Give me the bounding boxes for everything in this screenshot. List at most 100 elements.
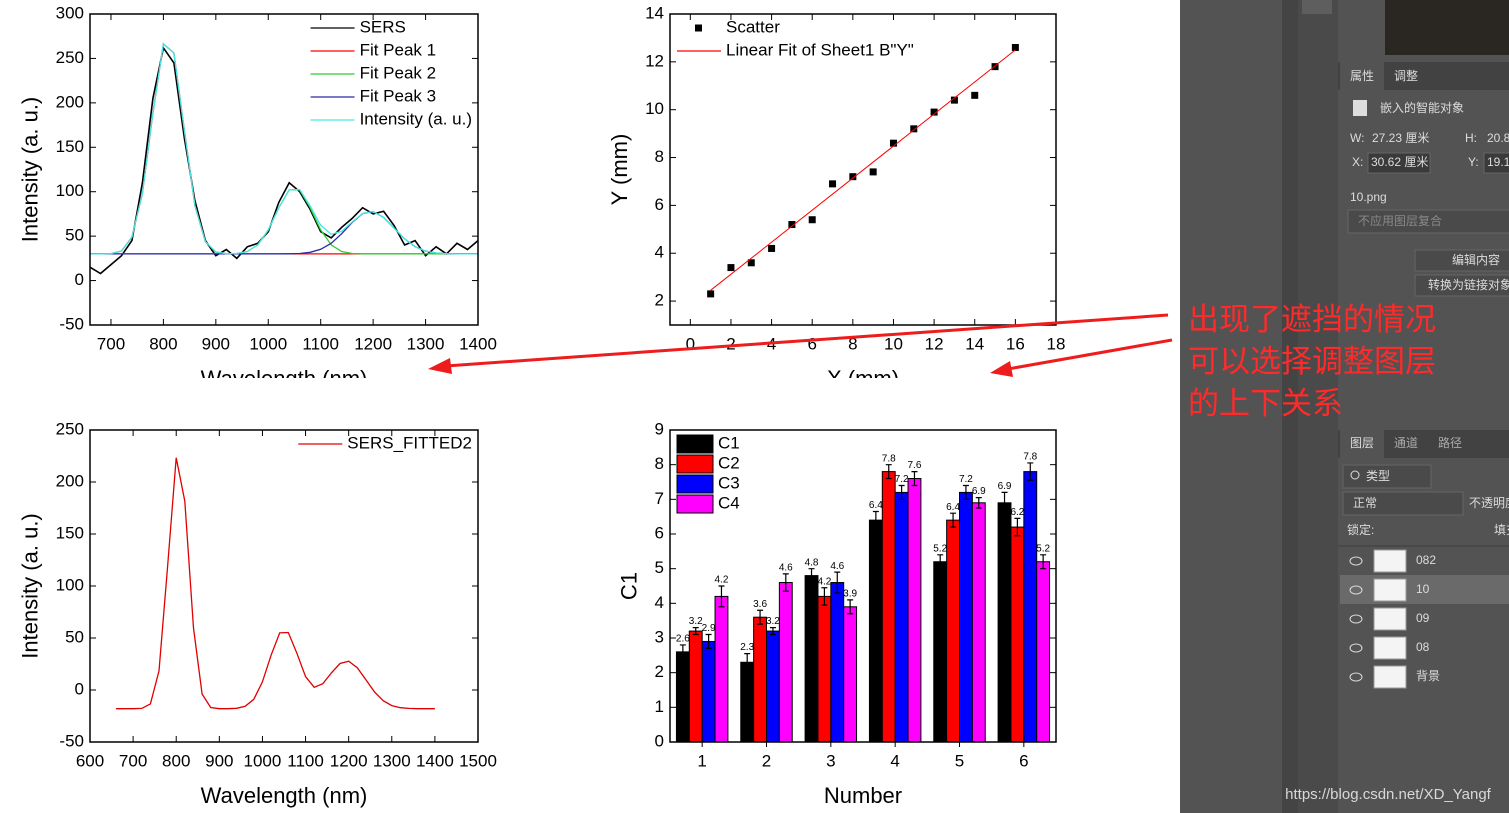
tool-icon[interactable]	[1302, 0, 1332, 14]
layer-list: 082 10 09 08 背景	[1349, 549, 1440, 689]
legend-label: SERS_FITTED2	[347, 433, 472, 452]
x-tick-label: 800	[162, 751, 190, 770]
value-label: 3.9	[843, 589, 857, 600]
comp-dropdown[interactable]	[1347, 209, 1509, 234]
value-label: 7.2	[959, 474, 973, 485]
eye-icon[interactable]	[1349, 585, 1363, 595]
y-tick-label: 6	[655, 523, 664, 542]
comp: 不应用图层复合	[1358, 213, 1442, 228]
tab[interactable]: 路径	[1438, 435, 1462, 450]
y-axis-label: C1	[616, 572, 641, 600]
value-label: 5.2	[933, 543, 947, 554]
fill[interactable]: 填充	[1494, 522, 1509, 537]
eye-icon[interactable]	[1349, 556, 1363, 566]
error-bar	[911, 471, 918, 487]
y-axis-label: Intensity (a. u.)	[17, 97, 42, 243]
error-bar	[705, 633, 712, 649]
h-value[interactable]: 20.8	[1487, 131, 1509, 145]
legend-label: Fit Peak 3	[360, 86, 437, 105]
chart: 0 1 2 3 4 5 6 7 8 9 1 2 3 4 5 6 Number C1 2.6 2.3 4.8 6.4 5.2 6…	[616, 419, 1057, 808]
line-series	[89, 45, 479, 275]
tab-active	[1340, 62, 1384, 90]
value-label: 2.3	[740, 642, 754, 653]
bar	[907, 478, 922, 743]
scatter-point	[788, 221, 796, 229]
legend-label: C2	[718, 453, 740, 472]
error-bar	[821, 587, 828, 606]
x-tick-label: 3	[826, 751, 835, 770]
y-tick-label: 100	[56, 575, 84, 594]
x-tick-label: 0	[686, 334, 695, 353]
button[interactable]	[1414, 249, 1509, 272]
scatter-point	[808, 216, 816, 224]
legend-label: Scatter	[726, 17, 780, 36]
tab[interactable]: 属性	[1350, 69, 1374, 83]
eye-icon[interactable]	[1349, 672, 1363, 682]
smart-icon	[1353, 100, 1367, 116]
tab-active	[1340, 430, 1384, 458]
scatter-point	[869, 168, 877, 176]
filter-dropdown[interactable]	[1342, 464, 1432, 489]
w-value[interactable]: 27.23 厘米	[1372, 131, 1429, 145]
tab[interactable]: 调整	[1394, 68, 1418, 83]
watermark: https://blog.csdn.net/XD_Yangf	[1285, 786, 1492, 803]
x-input[interactable]	[1367, 152, 1431, 174]
bar	[881, 471, 896, 743]
bar	[701, 640, 716, 743]
tab[interactable]: 图层	[1350, 436, 1374, 450]
bar	[740, 661, 755, 743]
color-picker[interactable]	[1385, 0, 1509, 55]
scatter-point	[910, 125, 918, 133]
scatter-point	[1011, 43, 1019, 51]
button[interactable]	[1414, 274, 1509, 297]
error-bar	[975, 497, 982, 509]
line-series	[90, 42, 478, 255]
x-tick-label: 1400	[459, 334, 497, 353]
tool-column	[1298, 0, 1338, 813]
y-tick-label: 0	[75, 679, 84, 698]
arrow-head	[990, 361, 1013, 377]
chart: -50 0 50 100 150 200 250 300 700 800 900 1000 1100 12…	[17, 3, 497, 378]
y-tick-label: 200	[56, 471, 84, 490]
legend-label: Fit Peak 1	[360, 40, 437, 59]
error-bar	[1027, 462, 1034, 481]
value-label: 2.9	[702, 623, 716, 634]
error-bar	[679, 644, 686, 660]
annotation: 可以选择调整图层	[1188, 344, 1436, 379]
y-tick-label: 50	[65, 226, 84, 245]
arrow	[1007, 338, 1173, 371]
scatter-point	[930, 108, 938, 116]
tab[interactable]: 通道	[1394, 436, 1418, 450]
value-label: 4.6	[830, 561, 844, 572]
arrow-head	[428, 358, 452, 374]
layer-name: 08	[1416, 640, 1430, 654]
arrow	[445, 313, 1169, 368]
y-tick-label: 100	[56, 181, 84, 200]
y-input[interactable]	[1483, 152, 1509, 174]
y-tick-label: 5	[655, 558, 664, 577]
legend: SERS Fit Peak 1 Fit Peak 2 Fit Peak 3 Intens…	[310, 17, 472, 128]
bar	[894, 491, 909, 743]
y-tick-label: 250	[56, 48, 84, 67]
error-bar	[872, 510, 879, 530]
x-tick-label: 10	[884, 334, 903, 353]
blend-dropdown[interactable]	[1342, 491, 1464, 516]
error-bar	[769, 627, 776, 636]
x-tick-label: 4	[890, 751, 899, 770]
layer-name: 10	[1416, 582, 1430, 596]
error-bar	[885, 464, 892, 480]
y-tick-label: 8	[655, 147, 664, 166]
y-tick-label: 2	[655, 291, 664, 310]
eye-icon[interactable]	[1349, 614, 1363, 624]
scatter-point	[889, 139, 897, 147]
y-tick-label: 0	[75, 270, 84, 289]
x-tick-label: 14	[965, 334, 984, 353]
opacity[interactable]: 不透明度	[1469, 495, 1509, 510]
x-axis-label: Number	[824, 783, 902, 808]
eye-icon[interactable]	[1349, 643, 1363, 653]
x-tick-label: 700	[97, 334, 125, 353]
legend-label: C3	[718, 473, 740, 492]
scatter-point	[727, 264, 735, 272]
